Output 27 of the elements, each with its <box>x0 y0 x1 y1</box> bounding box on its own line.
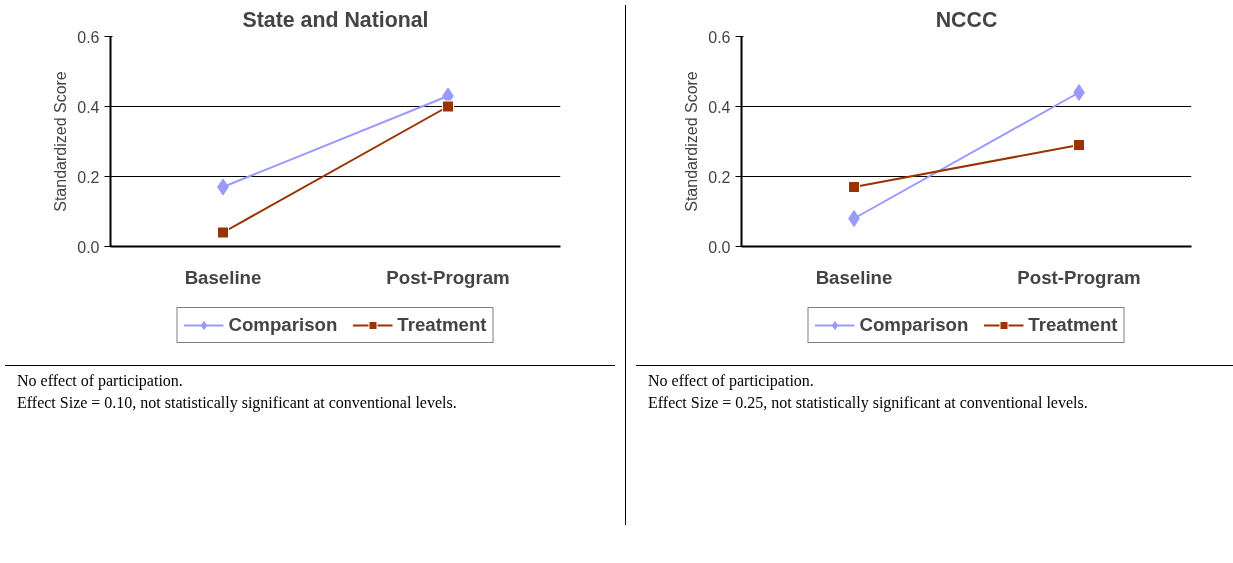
legend-label: Treatment <box>397 314 487 336</box>
y-tick-label: 0.2 <box>77 168 100 186</box>
x-tick-label: Baseline <box>184 266 262 288</box>
y-axis-title: Standardized Score <box>52 71 70 212</box>
y-tick-label: 0.2 <box>708 168 731 186</box>
text: Effect Size = 0.10, not statistically significant at conventional levels. <box>17 393 457 414</box>
y-tick-label: 0.0 <box>77 238 100 256</box>
legend-label: Comparison <box>228 314 338 336</box>
text: No effect of participation. <box>648 371 815 392</box>
text: Effect Size = 0.25, not statistically significant at conventional levels. <box>648 393 1088 414</box>
x-tick-label: Post-Program <box>1017 266 1141 288</box>
chart-title: State and National <box>242 7 429 32</box>
chart-title: NCCC <box>935 7 998 32</box>
y-tick-label: 0.6 <box>708 28 731 46</box>
point <box>217 226 229 239</box>
y-tick-label: 0.4 <box>708 98 731 116</box>
text: No effect of participation. <box>17 371 184 392</box>
legend-label: Comparison <box>859 314 969 336</box>
x-tick-label: Post-Program <box>386 266 510 288</box>
point <box>848 181 860 193</box>
point <box>1073 139 1085 151</box>
y-tick-label: 0.6 <box>77 28 100 46</box>
x-tick-label: Baseline <box>815 266 893 288</box>
legend-label: Treatment <box>1028 314 1118 336</box>
y-tick-label: 0.4 <box>77 98 100 116</box>
y-tick-label: 0.0 <box>708 238 731 256</box>
y-axis-title: Standardized Score <box>683 71 701 212</box>
